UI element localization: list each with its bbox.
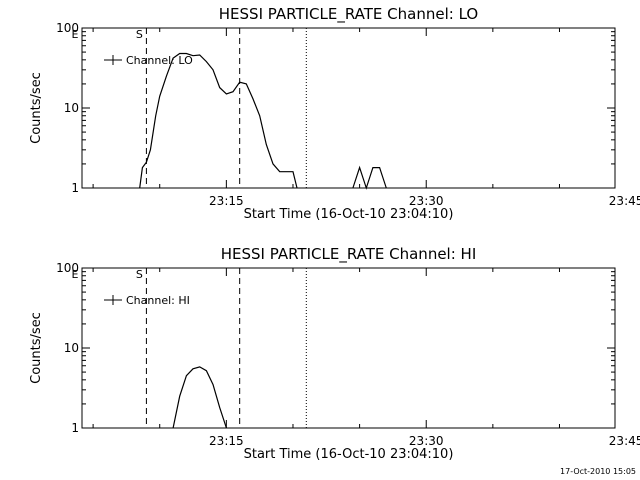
chart-title: HESSI PARTICLE_RATE Channel: LO bbox=[219, 5, 478, 24]
panel-1: HESSI PARTICLE_RATE Channel: LO 1 10 100 Cou… bbox=[29, 5, 640, 222]
event-marker-label: S bbox=[136, 28, 143, 41]
y-tick-label: 100 bbox=[56, 261, 79, 275]
x-tick-label: 23:30 bbox=[409, 434, 444, 448]
chart-title: HESSI PARTICLE_RATE Channel: HI bbox=[221, 245, 477, 264]
x-tick-label: 23:15 bbox=[209, 194, 244, 208]
x-tick-label: 23:15 bbox=[209, 434, 244, 448]
legend-label: Channel: LO bbox=[126, 54, 193, 67]
y-tick-label: 100 bbox=[56, 21, 79, 35]
plot-frame bbox=[81, 267, 616, 429]
x-tick-label: 23:45 bbox=[609, 434, 640, 448]
x-axis-label: Start Time (16-Oct-10 23:04:10) bbox=[244, 207, 454, 222]
series-line bbox=[172, 366, 227, 429]
y-tick-label: 10 bbox=[64, 341, 79, 355]
x-tick-label: 23:30 bbox=[409, 194, 444, 208]
plot-frame bbox=[81, 27, 616, 189]
y-tick-label: 1 bbox=[71, 181, 79, 195]
y-tick-label: 10 bbox=[64, 101, 79, 115]
timestamp: 17-Oct-2010 15:05 bbox=[560, 467, 636, 476]
legend-label: Channel: HI bbox=[126, 294, 190, 307]
event-marker-label: E bbox=[72, 268, 79, 281]
series-line bbox=[139, 52, 298, 189]
event-marker-label: E bbox=[72, 28, 79, 41]
y-axis-label: Counts/sec bbox=[29, 72, 44, 144]
y-axis-label: Counts/sec bbox=[29, 312, 44, 384]
event-marker-label: S bbox=[136, 268, 143, 281]
panel-2: HESSI PARTICLE_RATE Channel: HI 1 10 100 Cou… bbox=[29, 245, 640, 462]
y-tick-label: 1 bbox=[71, 421, 79, 435]
x-tick-label: 23:45 bbox=[609, 194, 640, 208]
series-line bbox=[352, 165, 387, 190]
x-axis-label: Start Time (16-Oct-10 23:04:10) bbox=[244, 447, 454, 462]
